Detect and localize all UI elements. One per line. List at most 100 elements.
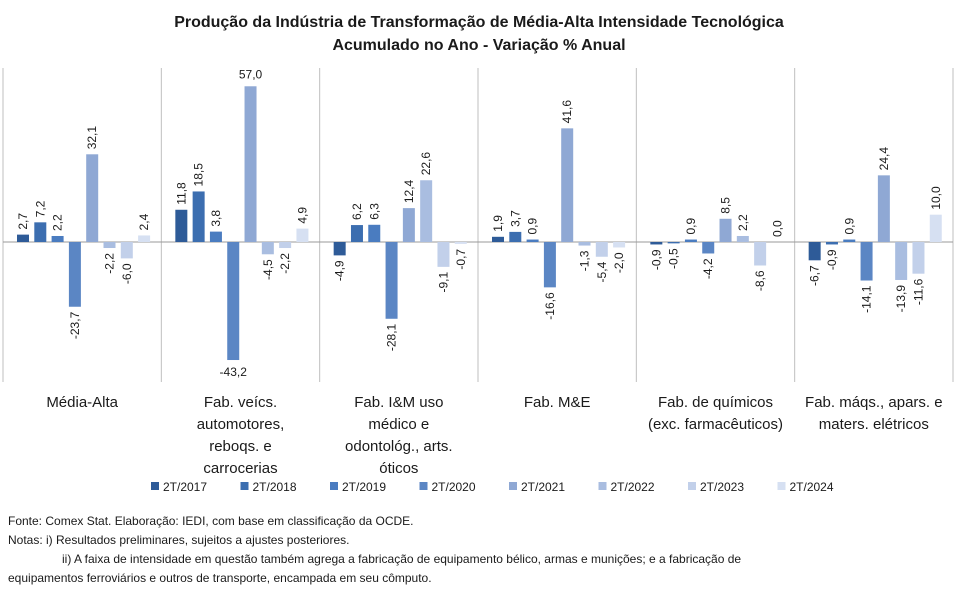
bar	[843, 239, 856, 242]
bar	[595, 242, 608, 257]
category-label: odontológ., arts.	[345, 438, 453, 455]
bar	[895, 242, 908, 280]
data-label: 8,5	[719, 197, 733, 214]
data-label: -4,9	[333, 260, 347, 281]
category-label: maters. elétricos	[819, 416, 929, 433]
data-label: 0,9	[684, 218, 698, 235]
data-label: -9,1	[436, 272, 450, 293]
note-3: equipamentos ferroviários e outros de tr…	[8, 571, 432, 585]
bar	[68, 242, 81, 307]
note-1: Notas: i) Resultados preliminares, sujei…	[8, 533, 350, 547]
data-label: -11,6	[911, 278, 925, 305]
legend-label: 2T/2020	[432, 480, 476, 494]
legend-swatch	[598, 482, 607, 490]
data-label: 24,4	[877, 147, 891, 171]
bar	[912, 242, 925, 274]
bar	[244, 86, 257, 242]
data-label: -0,9	[825, 249, 839, 270]
bar	[368, 224, 381, 242]
data-label: 3,8	[209, 210, 223, 227]
bar	[860, 242, 873, 281]
data-label: 22,6	[419, 152, 433, 176]
bar	[702, 242, 715, 254]
data-label: -28,1	[385, 323, 399, 351]
bar	[437, 242, 450, 267]
data-label: -2,2	[278, 253, 292, 274]
data-label: -4,2	[701, 258, 715, 279]
bar	[561, 128, 574, 242]
bar	[34, 222, 47, 242]
legend-label: 2T/2024	[790, 480, 834, 494]
legend-label: 2T/2023	[700, 480, 744, 494]
data-label: -0,7	[454, 249, 468, 270]
category-label: (exc. farmacêuticos)	[648, 416, 783, 433]
category-label: Fab. I&M uso	[354, 394, 443, 411]
category-label: Fab. veícs.	[204, 394, 277, 411]
bar	[492, 236, 504, 242]
legend-label: 2T/2019	[342, 480, 386, 494]
bar	[227, 242, 240, 361]
category-label: carrocerias	[203, 460, 277, 477]
data-label: 6,2	[350, 203, 364, 220]
data-label: 6,3	[367, 203, 381, 220]
bar	[17, 234, 29, 242]
data-label: -13,9	[894, 285, 908, 313]
data-label: -0,9	[649, 249, 663, 270]
legend-swatch	[777, 482, 786, 490]
data-label: -6,7	[808, 265, 822, 286]
legend-swatch	[240, 482, 249, 490]
data-label: 41,6	[560, 100, 574, 124]
data-label: 12,4	[402, 179, 416, 203]
chart: Produção da Indústria de Transformação d…	[2, 14, 954, 494]
bar	[736, 235, 749, 242]
notes-block: Fonte: Comex Stat. Elaboração: IEDI, com…	[8, 512, 948, 588]
bar	[825, 242, 838, 245]
bar	[138, 235, 151, 242]
data-label: -1,3	[578, 250, 592, 271]
bar	[650, 242, 663, 245]
bar	[103, 242, 116, 249]
data-label: 10,0	[929, 186, 943, 210]
bar	[296, 228, 309, 242]
data-label: 2,2	[736, 214, 750, 231]
bar	[350, 225, 363, 242]
data-label: 2,2	[51, 214, 65, 231]
data-label: 0,9	[526, 218, 540, 235]
category-label: Média-Alta	[46, 394, 118, 411]
data-label: 1,9	[491, 215, 505, 232]
data-label: 0,0	[770, 220, 784, 237]
source-note: Fonte: Comex Stat. Elaboração: IEDI, com…	[8, 514, 414, 528]
data-label: -6,0	[120, 263, 134, 284]
bar	[613, 242, 626, 248]
bar	[51, 235, 64, 242]
bar	[877, 175, 890, 242]
bar	[86, 154, 99, 242]
data-label: 2,4	[137, 213, 151, 230]
category-label: Fab. de químicos	[658, 394, 773, 411]
data-label: 7,2	[33, 200, 47, 217]
bar	[543, 242, 556, 288]
category-label: óticos	[379, 460, 418, 477]
category-label: reboqs. e	[209, 438, 272, 455]
data-label: 18,5	[192, 163, 206, 187]
bar	[578, 242, 591, 246]
data-label: 57,0	[239, 67, 263, 81]
data-label: 32,1	[85, 126, 99, 150]
bar	[929, 214, 942, 242]
bar	[209, 231, 222, 242]
data-label: -16,6	[543, 292, 557, 320]
data-label: -0,5	[667, 248, 681, 269]
data-label: 11,8	[174, 182, 188, 205]
bar	[279, 242, 292, 249]
data-label: -2,0	[612, 252, 626, 273]
bar	[684, 239, 697, 242]
data-label: -2,2	[103, 253, 117, 274]
category-label: Fab. máqs., apars. e	[805, 394, 943, 411]
bar	[385, 242, 398, 319]
bar	[120, 242, 133, 259]
bar	[526, 239, 539, 242]
bar	[175, 209, 188, 242]
data-label: -5,4	[595, 261, 609, 282]
chart-title-line: Acumulado no Ano - Variação % Anual	[332, 37, 625, 54]
legend-swatch	[419, 482, 428, 490]
